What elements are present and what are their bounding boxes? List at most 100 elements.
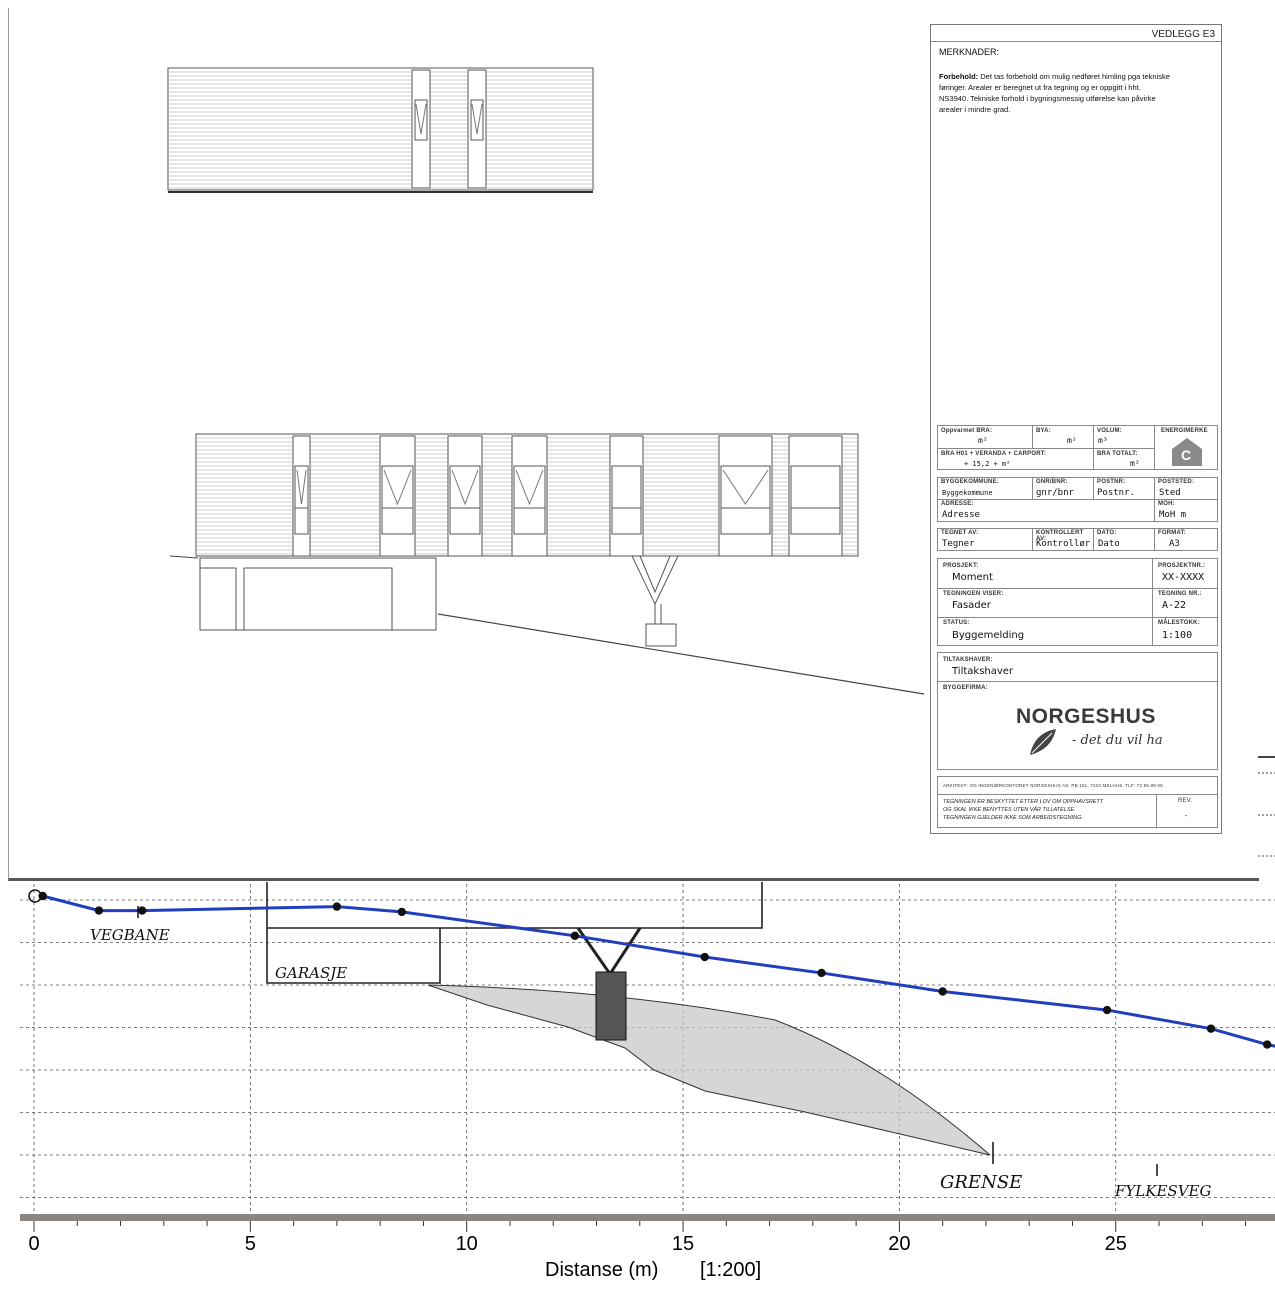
rev-value: - — [1184, 812, 1189, 820]
prosjektnr-value: XX-XXXX — [1162, 572, 1205, 583]
volum-label: VOLUM: — [1097, 428, 1122, 434]
x-axis-title: Distanse (m) — [545, 1259, 658, 1281]
tegningnr-label: TEGNING NR.: — [1158, 591, 1202, 597]
format-value: A3 — [1169, 539, 1180, 549]
x-axis-ruler — [20, 1214, 1275, 1221]
postnr-label: POSTNR: — [1097, 479, 1126, 485]
format-cell: FORMAT: A3 — [1154, 528, 1218, 551]
gnr-value: gnr/bnr — [1036, 488, 1074, 498]
moh-label: MOH: — [1158, 501, 1175, 507]
profile-point — [700, 952, 709, 962]
x-tick-label: 10 — [456, 1233, 478, 1255]
bya-cell: BYA: m² — [1032, 425, 1094, 449]
dato-value: Dato — [1098, 539, 1120, 549]
opp-bra-cell: Oppvarmet BRA: m² — [937, 425, 1033, 449]
energy-cell: ENERGIMERKE C — [1154, 425, 1218, 470]
bra-h01-cell: BRA H01 + VERANDA + CARPORT: + 15,2 + m² — [937, 448, 1094, 470]
remarks-bold: Forbehold: — [939, 72, 979, 81]
x-tick-label: 20 — [888, 1233, 910, 1255]
kommune-cell: BYGGEKOMMUNE: Byggekommune — [937, 477, 1033, 500]
tegningnr-value: A-22 — [1162, 600, 1187, 611]
bya-label: BYA: — [1036, 428, 1051, 434]
copyright-line-2: OG SKAL IKKE BENYTTES UTEN VÅR TILLATELS… — [943, 807, 1076, 813]
opp-bra-label: Oppvarmet BRA: — [941, 428, 993, 434]
energy-grade: C — [1181, 447, 1192, 463]
tiltakshaver-value: Tiltakshaver — [952, 666, 1014, 677]
x-tick-label: 5 — [245, 1233, 256, 1255]
office-line: ARKITEKT- OG INGENIØRKONTORET NORGESHUS … — [943, 783, 1163, 788]
tegnet-cell: TEGNET AV: Tegner — [937, 528, 1033, 551]
bra-total-value: m² — [1130, 459, 1140, 468]
adresse-value: Adresse — [942, 510, 980, 520]
project-panel: PROSJEKT: Moment PROSJEKTNR.: XX-XXXX TE… — [937, 558, 1218, 646]
opp-bra-value: m² — [978, 436, 988, 445]
bra-total-label: BRA TOTALT: — [1097, 451, 1138, 457]
gnr-cell: GNR/BNR: gnr/bnr — [1032, 477, 1094, 500]
kontroll-label: KONTROLLERT AV: — [1036, 530, 1084, 542]
adresse-label: ADRESSE: — [941, 501, 974, 507]
kommune-value: Byggekommune — [942, 489, 993, 497]
remarks-heading: MERKNADER: — [939, 47, 1000, 57]
bra-h01-value: + 15,2 + m² — [964, 460, 1011, 468]
fill-mass-shading — [427, 984, 991, 1156]
brand-tagline: - det du vil ha — [1072, 733, 1163, 748]
profile-point — [332, 902, 342, 911]
vegbane-annotation: VEGBANE — [90, 926, 170, 944]
edge-marks — [1258, 756, 1275, 857]
leaf-logo-icon — [1030, 729, 1056, 755]
dato-label: DATO: — [1097, 530, 1117, 536]
dato-cell: DATO: Dato — [1093, 528, 1155, 551]
profile-point — [938, 987, 947, 996]
copyright-line-3: TEGNINGEN GJELDER IKKE SOM ARBEIDSTEGNIN… — [943, 815, 1083, 821]
gnr-label: GNR/BNR: — [1036, 479, 1068, 485]
byggefirma-label: BYGGEFIRMA: — [943, 685, 988, 691]
kommune-label: BYGGEKOMMUNE: — [941, 479, 999, 485]
profile-point — [397, 907, 406, 917]
viser-label: TEGNINGEN VISER: — [943, 591, 1004, 597]
x-tick-label: 0 — [28, 1233, 39, 1255]
bya-value: m² — [1067, 436, 1077, 445]
copyright-line-1: TEGNINGEN ER BESKYTTET ETTER LOV OM OPPH… — [943, 799, 1104, 805]
profile-point — [1102, 1005, 1112, 1015]
poststed-label: POSTSTED: — [1158, 479, 1195, 485]
profile-point — [817, 968, 826, 978]
adresse-cell: ADRESSE: Adresse — [937, 499, 1155, 522]
poststed-value: Sted — [1159, 488, 1181, 498]
volum-value: m³ — [1098, 436, 1108, 445]
profile-point — [570, 931, 580, 940]
fylkesveg-annotation: FYLKESVEG — [1114, 1182, 1211, 1200]
garasje-annotation: GARASJE — [275, 964, 347, 982]
norgeshus-logo: NORGESHUS — [1016, 705, 1156, 728]
owner-panel: TILTAKSHAVER: Tiltakshaver BYGGEFIRMA: N… — [937, 652, 1218, 770]
viser-value: Fasader — [952, 600, 991, 611]
prosjekt-label: PROSJEKT: — [943, 563, 979, 569]
profile-point — [137, 906, 147, 915]
bra-h01-label: BRA H01 + VERANDA + CARPORT: — [941, 451, 1047, 457]
volum-cell: VOLUM: m³ — [1093, 425, 1155, 449]
station-markers — [137, 906, 1158, 1176]
upper-facade — [167, 67, 594, 193]
x-tick-label: 15 — [672, 1233, 694, 1255]
remarks-text: Det tas forbehold om mulig nedføret himl… — [939, 72, 1170, 114]
title-block: VEDLEGG E3 MERKNADER: Forbehold: Det tas… — [930, 24, 1222, 834]
malestokk-value: 1:100 — [1162, 630, 1193, 641]
poststed-cell: POSTSTED: Sted — [1154, 477, 1218, 500]
kontroll-value: Kontrollør — [1036, 539, 1091, 549]
profile-point — [1262, 1040, 1272, 1049]
energy-house-icon — [1172, 438, 1202, 466]
column-footing — [595, 971, 627, 1041]
rev-label: REV. — [1178, 798, 1193, 804]
postnr-cell: POSTNR: Postnr. — [1093, 477, 1155, 500]
prosjekt-value: Moment — [952, 572, 993, 583]
energy-label: ENERGIMERKE — [1161, 428, 1208, 434]
malestokk-label: MÅLESTOKK: — [1158, 620, 1200, 626]
bra-total-cell: BRA TOTALT: m² — [1093, 448, 1155, 470]
start-marker — [28, 889, 42, 903]
tiltakshaver-label: TILTAKSHAVER: — [943, 657, 993, 663]
appendix-label: VEDLEGG E3 — [1151, 29, 1215, 40]
grense-annotation: GRENSE — [940, 1172, 1022, 1193]
moh-value: MoH m — [1159, 510, 1187, 520]
copyright-notice: TEGNINGEN ER BESKYTTET ETTER LOV OM OPPH… — [943, 798, 1103, 822]
status-label: STATUS: — [943, 620, 970, 626]
